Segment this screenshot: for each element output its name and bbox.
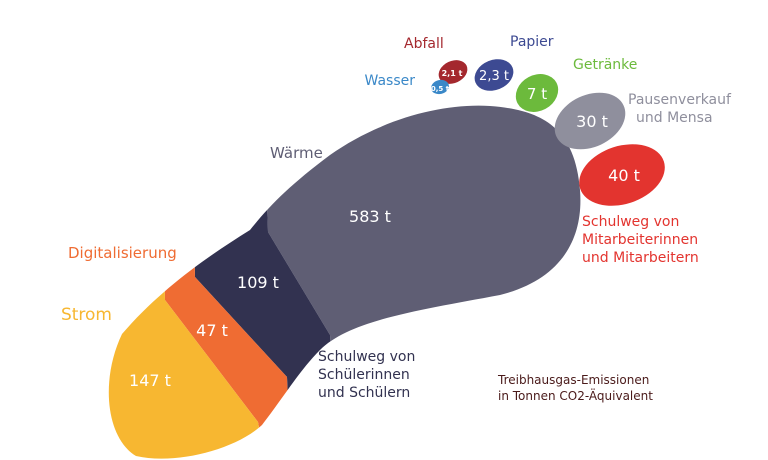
value-strom: 147 t	[129, 371, 171, 390]
label-schulweg-mitarbeiter-line2: Mitarbeiterinnen	[582, 232, 698, 248]
label-schulweg-schueler: Schulweg von Schülerinnen und Schülern	[318, 349, 415, 401]
toe-getraenke	[515, 74, 559, 112]
value-schulweg-schueler: 109 t	[237, 273, 279, 292]
value-digitalisierung: 47 t	[196, 321, 228, 340]
label-schulweg-mitarbeiter-line3: und Mitarbeitern	[582, 250, 699, 266]
value-papier: 2,3 t	[479, 69, 509, 84]
value-getraenke: 7 t	[527, 85, 547, 103]
label-schulweg-schueler-line2: Schülerinnen	[318, 367, 410, 383]
label-wasser: Wasser	[365, 73, 416, 89]
label-getraenke: Getränke	[573, 57, 637, 73]
foot-segment-digitalisierung	[160, 105, 290, 459]
label-schulweg-mitarbeiter: Schulweg von Mitarbeiterinnen und Mitarb…	[582, 214, 699, 266]
value-schulweg-mitarbeiter: 40 t	[608, 166, 640, 185]
label-papier: Papier	[510, 34, 554, 50]
label-schulweg-schueler-line3: und Schülern	[318, 385, 410, 401]
label-digitalisierung: Digitalisierung	[68, 244, 177, 262]
label-pausenverkauf: Pausenverkauf und Mensa	[628, 92, 732, 126]
label-schulweg-schueler-line1: Schulweg von	[318, 349, 415, 365]
label-schulweg-mitarbeiter-line1: Schulweg von	[582, 214, 679, 230]
toe-abfall	[438, 60, 468, 84]
toe-papier	[474, 59, 514, 91]
value-wasser: 0,5 t	[431, 85, 450, 93]
value-abfall: 2,1 t	[442, 69, 463, 78]
toe-schulweg-mitarbeiter	[579, 144, 665, 206]
diagram-caption: Treibhausgas-Emissionen in Tonnen CO2-Äq…	[497, 373, 653, 403]
caption-line2: in Tonnen CO2-Äquivalent	[498, 388, 653, 403]
toe-wasser	[431, 79, 449, 95]
value-waerme: 583 t	[349, 207, 391, 226]
label-pausenverkauf-line1: Pausenverkauf	[628, 92, 732, 108]
label-abfall: Abfall	[404, 36, 444, 52]
label-waerme: Wärme	[270, 144, 323, 162]
foot-segment-strom	[108, 105, 265, 459]
label-pausenverkauf-line2: und Mensa	[636, 110, 713, 126]
value-pausenverkauf: 30 t	[576, 112, 608, 131]
toe-pausenverkauf	[554, 92, 626, 150]
toes	[431, 59, 665, 206]
label-strom: Strom	[61, 305, 112, 325]
caption-line1: Treibhausgas-Emissionen	[497, 373, 649, 387]
